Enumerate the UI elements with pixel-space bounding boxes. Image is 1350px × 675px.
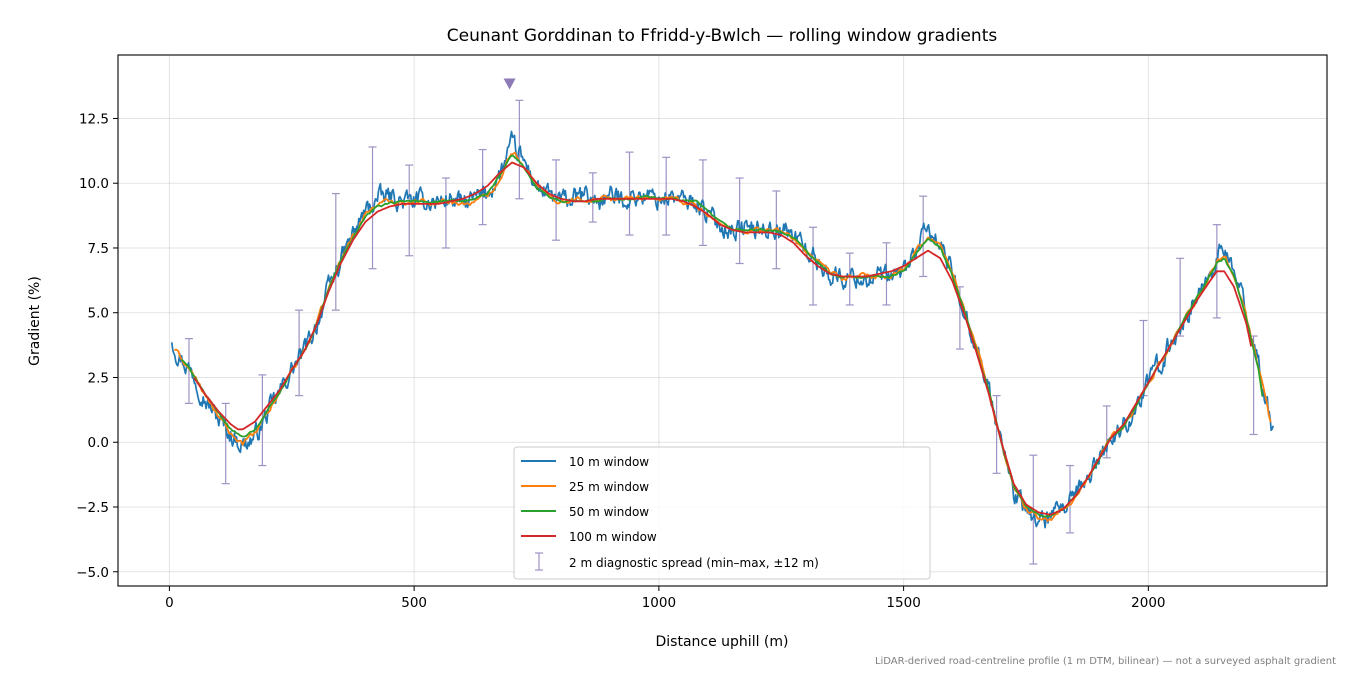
plot-frame (117, 54, 1328, 587)
legend-label-25m: 25 m window (569, 480, 649, 494)
footnote: LiDAR-derived road-centreline profile (1… (875, 656, 1336, 667)
series-line-10-m-window (170, 130, 1275, 529)
error-bar (441, 177, 450, 249)
y-tick-label: −2.5 (76, 500, 109, 516)
chart-title: Ceunant Gorddinan to Ffridd-y-Bwlch — ro… (447, 26, 998, 46)
error-bar (1176, 257, 1185, 337)
tick-layer: 0 500 1000 1500 2000 −5.0 −2.5 0.0 2.5 5.0 7.5 10.0… (76, 111, 1165, 611)
x-tick-label: 1000 (642, 595, 676, 611)
x-tick-label: 0 (165, 595, 174, 611)
y-axis-label: Gradient (%) (27, 276, 43, 366)
legend-label-10m: 10 m window (569, 455, 649, 469)
y-tick-label: 10.0 (79, 176, 109, 192)
series-line-100-m-window (193, 161, 1252, 516)
y-tick-label: −5.0 (76, 565, 109, 581)
series-layer (170, 130, 1275, 529)
errorbar-layer (184, 99, 1258, 565)
x-axis-label: Distance uphill (m) (656, 634, 789, 650)
marker-layer (503, 78, 516, 90)
error-bar (735, 177, 744, 265)
error-bar (1066, 464, 1075, 534)
error-bar (625, 151, 634, 236)
error-bar (809, 226, 818, 306)
legend: 10 m window 25 m window 50 m window 100 … (513, 446, 931, 580)
y-tick-label: 7.5 (88, 241, 109, 257)
error-bar (331, 192, 340, 311)
x-tick-label: 500 (401, 595, 427, 611)
error-bar (405, 164, 414, 257)
grid-layer (118, 55, 1327, 586)
error-bar (919, 195, 928, 278)
legend-swatch-errorbar (535, 552, 543, 571)
x-tick-label: 1500 (886, 595, 920, 611)
legend-label-errorbar: 2 m diagnostic spread (min–max, ±12 m) (569, 556, 819, 570)
error-bar (992, 395, 1001, 474)
x-tick-label: 2000 (1131, 595, 1165, 611)
peak-marker (503, 78, 516, 90)
y-tick-label: 2.5 (88, 370, 109, 386)
legend-box (513, 446, 931, 580)
error-bar (845, 252, 854, 306)
error-bar (184, 338, 193, 404)
y-tick-label: 12.5 (79, 111, 109, 127)
y-tick-label: 5.0 (88, 306, 109, 322)
error-bar (221, 402, 230, 485)
y-tick-label: 0.0 (88, 435, 109, 451)
legend-label-50m: 50 m window (569, 505, 649, 519)
legend-label-100m: 100 m window (569, 530, 657, 544)
